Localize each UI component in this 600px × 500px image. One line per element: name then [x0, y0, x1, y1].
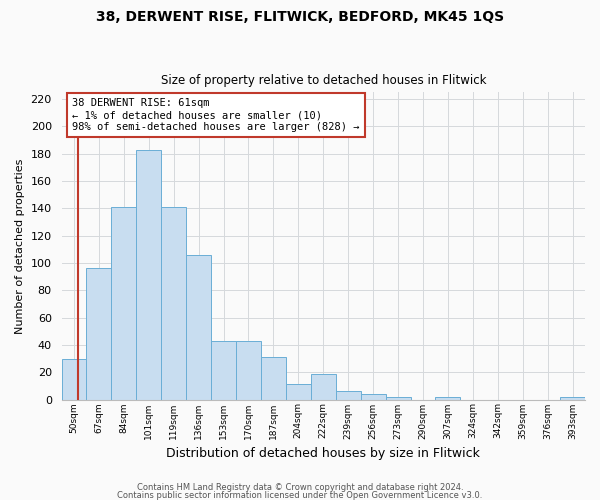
Bar: [62, 358, 86, 400]
Y-axis label: Number of detached properties: Number of detached properties: [15, 158, 25, 334]
Title: Size of property relative to detached houses in Flitwick: Size of property relative to detached ho…: [161, 74, 486, 87]
Bar: [560, 397, 585, 400]
Bar: [436, 397, 460, 400]
Text: Contains HM Land Registry data © Crown copyright and database right 2024.: Contains HM Land Registry data © Crown c…: [137, 484, 463, 492]
Bar: [186, 255, 211, 400]
Text: 38 DERWENT RISE: 61sqm
← 1% of detached houses are smaller (10)
98% of semi-deta: 38 DERWENT RISE: 61sqm ← 1% of detached …: [72, 98, 359, 132]
Bar: [161, 207, 186, 400]
Bar: [136, 150, 161, 400]
Bar: [286, 384, 311, 400]
Bar: [211, 341, 236, 400]
Bar: [386, 397, 410, 400]
X-axis label: Distribution of detached houses by size in Flitwick: Distribution of detached houses by size …: [166, 447, 480, 460]
Text: Contains public sector information licensed under the Open Government Licence v3: Contains public sector information licen…: [118, 490, 482, 500]
Bar: [336, 392, 361, 400]
Bar: [86, 268, 112, 400]
Bar: [311, 374, 336, 400]
Bar: [361, 394, 386, 400]
Bar: [261, 357, 286, 400]
Bar: [112, 207, 136, 400]
Bar: [236, 341, 261, 400]
Text: 38, DERWENT RISE, FLITWICK, BEDFORD, MK45 1QS: 38, DERWENT RISE, FLITWICK, BEDFORD, MK4…: [96, 10, 504, 24]
